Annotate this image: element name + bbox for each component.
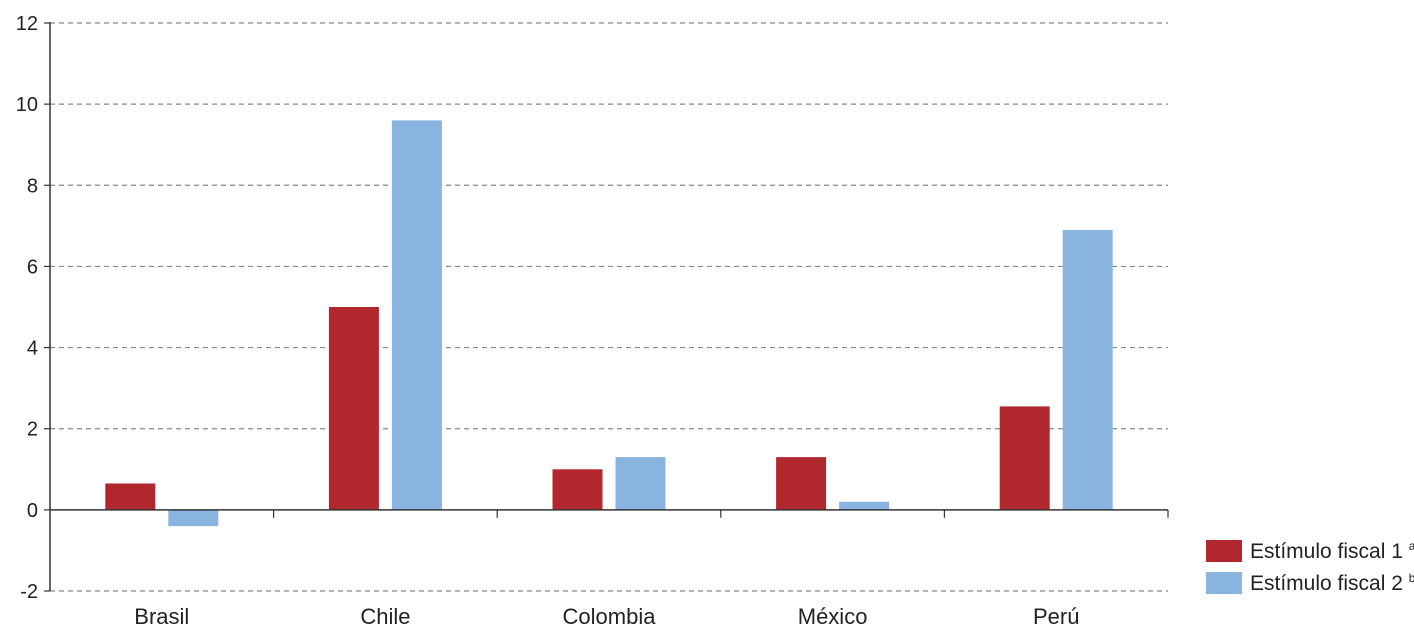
bar-mxico-series-2 <box>839 501 890 510</box>
x-category-label: Perú <box>1033 604 1079 628</box>
y-tick-label: 0 <box>27 500 38 522</box>
legend-label-series-2: Estímulo fiscal 2 b <box>1250 570 1414 595</box>
bar-mxico-series-1 <box>776 457 827 510</box>
y-tick-label: 10 <box>16 94 38 116</box>
x-category-label: Brasil <box>134 604 189 628</box>
y-tick-label: 2 <box>27 419 38 441</box>
bar-chile-series-1 <box>328 307 379 510</box>
legend-swatch-series-1 <box>1206 540 1242 562</box>
bar-colombia-series-2 <box>615 457 666 510</box>
x-axis-category-labels: Brasil Chile Colombia México Perú <box>134 604 1079 628</box>
y-tick-label: -2 <box>20 581 38 603</box>
legend-item-series-2: Estímulo fiscal 2 b <box>1206 567 1414 599</box>
bar-brasil-series-1 <box>105 483 156 510</box>
x-category-label: México <box>798 604 868 628</box>
gridlines <box>44 22 1168 592</box>
bars <box>105 120 1113 527</box>
bar-colombia-series-1 <box>552 469 603 510</box>
y-tick-label: 8 <box>27 175 38 197</box>
legend-item-series-1: Estímulo fiscal 1 a <box>1206 535 1414 567</box>
x-category-label: Colombia <box>563 604 657 628</box>
bar-per-series-1 <box>999 406 1050 510</box>
legend-label-series-1: Estímulo fiscal 1 a <box>1250 538 1414 563</box>
axes <box>49 22 1169 591</box>
bar-chile-series-2 <box>391 120 442 510</box>
x-category-label: Chile <box>360 604 410 628</box>
y-tick-label: 12 <box>16 13 38 35</box>
y-tick-label: 4 <box>27 338 38 360</box>
bar-per-series-2 <box>1062 229 1113 510</box>
legend: Estímulo fiscal 1 a Estímulo fiscal 2 b <box>1206 535 1414 599</box>
bar-brasil-series-2 <box>168 509 219 527</box>
y-tick-label: 6 <box>27 256 38 278</box>
legend-swatch-series-2 <box>1206 572 1242 594</box>
y-axis-tick-labels: 12 10 8 6 4 2 0 -2 <box>16 13 38 603</box>
